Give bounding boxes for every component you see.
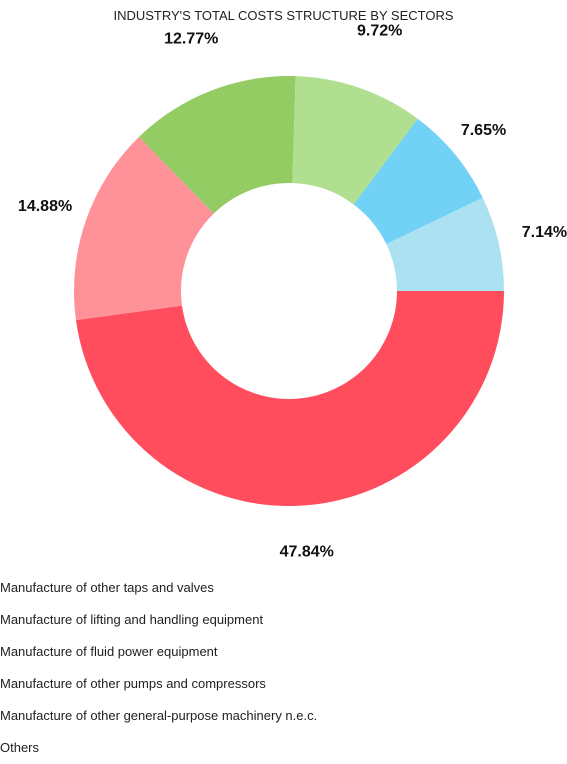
legend-item: Manufacture of other general-purpose mac…: [0, 708, 318, 723]
legend-item: Manufacture of other taps and valves: [0, 580, 214, 595]
slice-6: [386, 197, 504, 291]
legend-item: Manufacture of other pumps and compresso…: [0, 676, 266, 691]
legend-item: Manufacture of fluid power equipment: [0, 644, 218, 659]
slice-1: [75, 291, 504, 507]
donut-chart: 47.84% 14.88% 12.77% 9.72% 7.65% 7.14%: [18, 23, 567, 561]
labels-group: 47.84% 14.88% 12.77% 9.72% 7.65% 7.14%: [18, 23, 567, 561]
slice-4: [292, 76, 418, 205]
legend-item: Others: [0, 740, 40, 755]
legend: Manufacture of other taps and valves Man…: [0, 572, 567, 764]
slice-label-5: 7.65%: [461, 122, 506, 139]
slice-label-1: 47.84%: [280, 544, 334, 561]
slice-label-4: 9.72%: [357, 23, 402, 40]
slice-5: [353, 118, 483, 245]
legend-item: Manufacture of lifting and handling equi…: [0, 612, 264, 627]
chart-title: INDUSTRY'S TOTAL COSTS STRUCTURE BY SECT…: [113, 8, 454, 23]
slice-label-3: 12.77%: [164, 31, 218, 48]
slice-2: [74, 136, 214, 321]
slice-label-6: 7.14%: [522, 224, 567, 241]
slice-3: [139, 76, 296, 214]
slice-label-2: 14.88%: [18, 198, 72, 215]
slices-group: [74, 76, 504, 507]
